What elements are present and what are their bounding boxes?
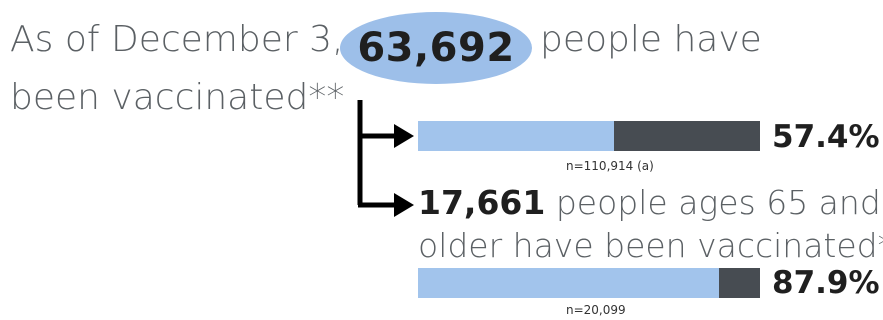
arrow-right-icon: [394, 193, 414, 217]
headline-prefix: As of December 3,: [10, 19, 344, 60]
vaccinated-bar-all: [418, 121, 760, 151]
bar-remainder: [718, 268, 760, 298]
bar-fill: [418, 121, 615, 151]
headline-suffix: people have: [540, 19, 762, 60]
vaccinated-bar-seniors: [418, 268, 760, 298]
seniors-text1: people ages 65 and: [555, 183, 881, 222]
count-oval: 63,692: [340, 12, 532, 84]
seniors-line2: older have been vaccinated**: [418, 226, 883, 265]
percent-seniors: 87.9%: [772, 265, 880, 301]
sample-size-all: n=110,914 (a): [566, 159, 654, 173]
seniors-line1: 17,661 people ages 65 and: [418, 186, 881, 219]
vaccinated-count: 63,692: [357, 25, 515, 71]
bar-fill: [418, 268, 719, 298]
seniors-count: 17,661: [418, 183, 546, 222]
headline-line2: been vaccinated**: [10, 77, 345, 118]
arrow-right-icon: [394, 124, 414, 148]
percent-all: 57.4%: [772, 119, 880, 155]
sample-size-seniors: n=20,099: [566, 303, 626, 317]
bar-remainder: [614, 121, 760, 151]
bracket-connector: [357, 100, 396, 208]
